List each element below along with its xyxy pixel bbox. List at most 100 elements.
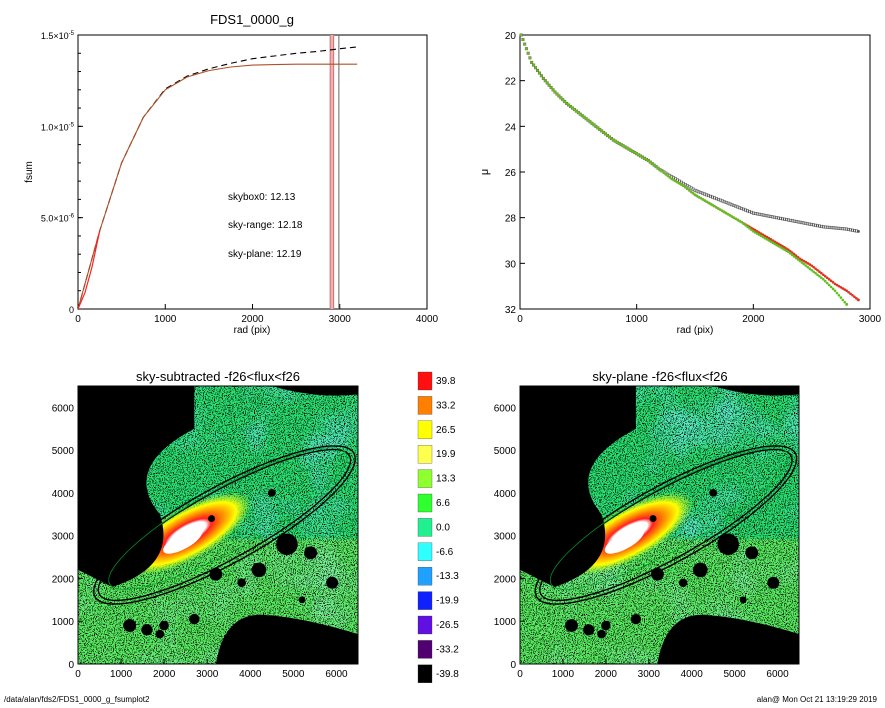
skybox-profile-point: [720, 199, 724, 203]
sky-plane-profile-point: [808, 267, 812, 270]
y-tick-label: 22: [505, 77, 517, 88]
inner-aperture-ellipse: [549, 447, 789, 590]
sky-range-profile-point: [822, 273, 825, 277]
sky-plane-profile-point: [668, 176, 672, 179]
x-tick-label: 1000: [110, 669, 133, 680]
sky-plane-y-ticks: 0 1000 2000 3000 4000 5000 6000: [494, 403, 525, 671]
sky-plane-profile-point: [738, 219, 742, 223]
growth-curve-x-ticks: 0 1000 2000 3000 4000: [75, 304, 439, 325]
sky-plane-profile-point: [752, 230, 755, 233]
y-tick-label: 6000: [52, 403, 75, 414]
colorbar-swatch: [417, 371, 433, 391]
colorbar-swatch: [417, 542, 433, 561]
y-tick-label: 1000: [52, 617, 75, 628]
mask-region-top-right: [713, 386, 799, 396]
sky-plane-profile-point: [578, 112, 582, 116]
sky-plane-profile-point: [843, 300, 847, 304]
sky-plane-profile-point: [804, 264, 808, 267]
sky-plane-profile-point: [563, 100, 567, 103]
sky-range-profile-point: [831, 281, 835, 284]
colorbar-label: 19.9: [436, 449, 456, 460]
star-mask: [189, 613, 200, 625]
skybox-profile-point: [790, 219, 794, 223]
sky-range-profile-point: [816, 268, 819, 272]
sky-plane-profile-point: [532, 63, 535, 67]
sky-range-profile-point: [829, 279, 833, 283]
growth-curve-panel: FDS1_0000_g 0 1000 2000 3000 4000 0 5.0×10-6 1…: [24, 12, 439, 336]
sky-plane-profile-point: [645, 158, 648, 161]
skybox-profile-point: [779, 216, 783, 220]
sky-plane-profile-point: [610, 137, 613, 140]
sky-range-profile-point: [773, 240, 777, 243]
sky-plane-profile-point: [703, 199, 707, 202]
skybox-profile-point: [800, 221, 804, 225]
skybox-profile-point: [802, 221, 806, 225]
x-tick-label: 1000: [154, 314, 177, 325]
sky-plane-profile-point: [650, 162, 654, 165]
sky-plane-profile-point: [765, 238, 769, 241]
sky-plane-profile-point: [825, 281, 829, 285]
colorbar-swatch: [417, 469, 433, 488]
skybox-profile-point: [773, 215, 777, 219]
sky-range-profile-point: [827, 278, 831, 281]
sky-range-profile-point: [853, 295, 856, 299]
sky-plane-profile-point: [746, 225, 749, 229]
mask-region-lower-right: [215, 614, 358, 664]
sky-plane-profile-point: [822, 278, 825, 281]
sky-range-profile-point: [785, 247, 788, 250]
sky-plane-profile-point: [613, 139, 617, 143]
colorbar-label: -6.6: [436, 547, 454, 558]
sky-plane-profile-point: [543, 79, 547, 82]
star-mask: [601, 620, 611, 631]
skybox-profile-point: [722, 200, 726, 204]
sky-range-profile-point: [820, 271, 823, 275]
sky-plane-profile-point: [816, 273, 819, 277]
skybox-profile-point: [771, 215, 775, 219]
y-tick-label: 4000: [52, 489, 75, 500]
surface-brightness-y-ticks: 20 22 24 26 28 30 32: [505, 31, 525, 316]
skybox-profile-point: [749, 210, 753, 214]
sky-range-profile-point: [783, 246, 786, 249]
skybox-profile-point: [757, 212, 761, 216]
skybox-profile-point: [769, 215, 773, 219]
sky-plane-profile-point: [565, 102, 568, 105]
star-mask: [745, 546, 759, 560]
sky-plane-profile-point: [740, 220, 743, 224]
sky-plane-profile-point: [726, 212, 730, 216]
y-tick-label: 2000: [494, 574, 517, 585]
sky-plane-profile-point: [526, 51, 530, 55]
sky-plane-profile-point: [584, 117, 588, 121]
annotation-sky-plane: sky-plane: 12.19: [228, 249, 302, 260]
sky-radius-markers: [329, 35, 340, 309]
colorbar-swatch: [417, 615, 433, 635]
y-tick-label: 28: [505, 214, 517, 225]
sky-range-profile-point: [759, 232, 763, 235]
sky-plane-profile-point: [820, 276, 823, 280]
colorbar-label: -19.9: [436, 596, 459, 607]
growth-curve-y-ticks: 0 5.0×10-6 1.0×10-5 1.5×10-5: [41, 31, 83, 315]
sky-plane-profile-point: [720, 209, 724, 213]
sky-plane-profile-point: [831, 287, 835, 291]
profile-point: [856, 298, 860, 302]
sky-plane-profile-point: [769, 240, 773, 243]
sky-plane-profile-point: [664, 172, 668, 176]
sky-plane-profile-point: [545, 81, 549, 85]
sky-range-profile-point: [855, 297, 858, 300]
star-mask: [304, 546, 318, 560]
x-tick-label: 1000: [626, 314, 649, 325]
sky-plane-profile-point: [623, 145, 627, 149]
sky-plane-profile-point: [759, 234, 763, 238]
sky-plane-profile-point: [827, 283, 831, 287]
star-mask: [276, 533, 298, 556]
sky-plane-profile-point: [648, 160, 652, 164]
sky-plane-profile-point: [530, 61, 533, 64]
y-tick-label: 5000: [52, 446, 75, 457]
colorbar-swatch: [417, 640, 433, 659]
skybox-profile-point: [697, 190, 701, 194]
mask-region-upper-left: [520, 386, 636, 588]
sky-plane-profile-point: [525, 47, 528, 50]
sky-plane-profile-point: [592, 123, 596, 127]
sky-plane-profile-point: [569, 105, 572, 108]
sky-plane-profile-point: [662, 171, 666, 175]
